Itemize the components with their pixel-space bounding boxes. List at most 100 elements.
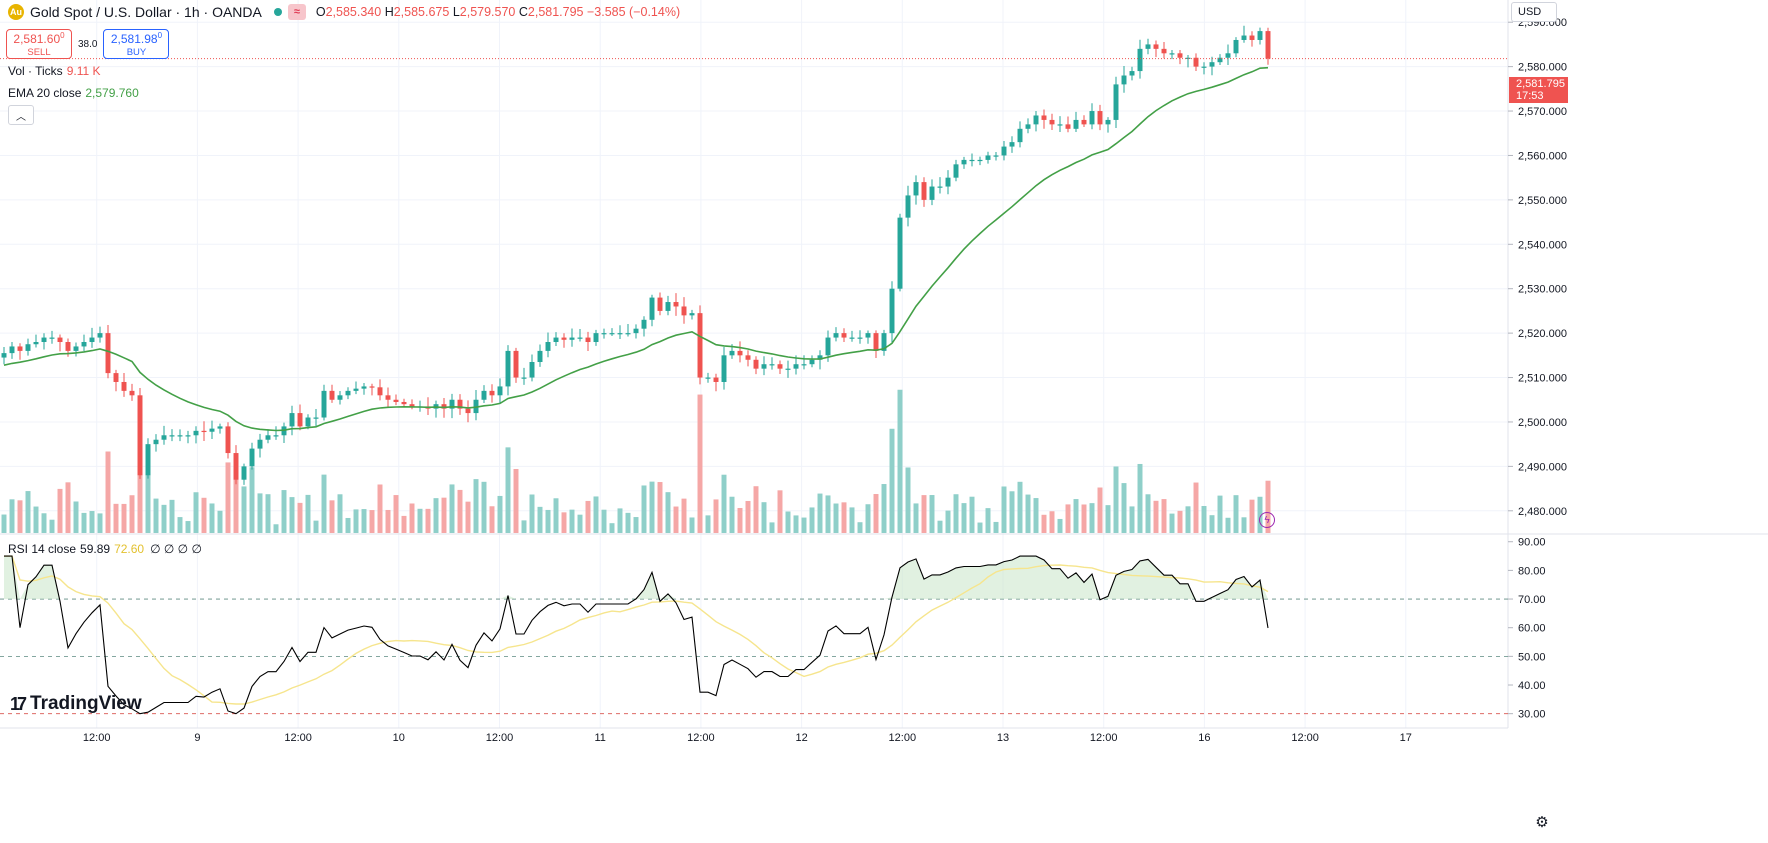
candle-body: [217, 426, 223, 429]
collapse-legend-button[interactable]: ︿: [8, 105, 34, 125]
candle-body: [1265, 31, 1271, 59]
candle-body: [241, 466, 247, 480]
volume-bar: [241, 486, 247, 533]
candle-body: [649, 297, 655, 320]
candle-body: [305, 417, 311, 427]
candle-body: [481, 390, 487, 400]
volume-bar: [721, 474, 727, 533]
volume-bar: [665, 492, 671, 533]
y-tick-label: 2,500.000: [1518, 417, 1567, 429]
volume-bar: [1105, 505, 1111, 533]
volume-bar: [1049, 511, 1055, 533]
x-tick-label: 12:00: [687, 732, 715, 744]
volume-bar: [1161, 499, 1167, 533]
volume-bar: [473, 479, 479, 533]
data-provider-icon[interactable]: ≈: [287, 4, 306, 20]
price-axis: 2,590.0002,580.0002,570.0002,560.0002,55…: [1507, 0, 1567, 728]
candle-body: [521, 377, 527, 379]
candle-body: [1257, 31, 1263, 40]
volume-bar: [1097, 487, 1103, 533]
candle-body: [729, 350, 735, 356]
candle-body: [1177, 53, 1183, 58]
volume-bar: [105, 451, 111, 533]
y-tick-label: 2,490.000: [1518, 461, 1567, 473]
candle-body: [161, 435, 167, 440]
candle-body: [225, 426, 231, 454]
volume-bar: [905, 467, 911, 533]
volume-bar: [273, 524, 279, 533]
volume-bar: [1193, 482, 1199, 533]
volume-legend[interactable]: Vol · Ticks 9.11 K: [8, 64, 101, 78]
volume-bar: [1217, 495, 1223, 533]
candle-body: [857, 337, 863, 339]
x-tick-label: 12:00: [1291, 732, 1319, 744]
flash-icon[interactable]: ϟ: [1259, 512, 1275, 528]
buy-button[interactable]: 2,581.980 BUY: [103, 29, 170, 59]
volume-bar: [377, 484, 383, 533]
candle-body: [57, 337, 63, 343]
rsi-legend[interactable]: RSI 14 close 59.89 72.60 ∅ ∅ ∅ ∅: [8, 542, 202, 556]
candle-body: [177, 435, 183, 437]
currency-selector[interactable]: USD: [1511, 2, 1557, 22]
volume-bar: [985, 508, 991, 533]
volume-bar: [1209, 515, 1215, 533]
volume-bar: [353, 509, 359, 533]
candle-body: [881, 333, 887, 351]
volume-bar: [921, 495, 927, 533]
y-tick-label: 2,520.000: [1518, 328, 1567, 340]
high-value: 2,585.675: [393, 5, 450, 19]
rsi-tick-label: 60.00: [1518, 623, 1546, 635]
candle-body: [913, 182, 919, 196]
candle-body: [945, 177, 951, 187]
candle-body: [137, 395, 143, 476]
volume-bar: [633, 517, 639, 533]
candle-body: [1073, 119, 1079, 129]
volume-bar: [1225, 517, 1231, 533]
y-tick-label: 2,560.000: [1518, 150, 1567, 162]
x-tick-label: 17: [1400, 732, 1412, 744]
volume-bar: [849, 507, 855, 533]
symbol-title[interactable]: Gold Spot / U.S. Dollar · 1h · OANDA: [30, 4, 262, 20]
symbol-legend: Au Gold Spot / U.S. Dollar · 1h · OANDA …: [8, 4, 680, 20]
sell-button[interactable]: 2,581.600 SELL: [6, 29, 72, 59]
volume-bar: [1033, 498, 1039, 533]
candle-body: [641, 319, 647, 329]
volume-bar: [1129, 506, 1135, 533]
candle-body: [545, 342, 551, 351]
volume-bar: [185, 521, 191, 533]
candle-body: [1089, 111, 1095, 125]
volume-bar: [609, 523, 615, 533]
volume-bar: [649, 481, 655, 533]
candle-body: [1169, 53, 1175, 55]
y-tick-label: 2,550.000: [1518, 195, 1567, 207]
ema-legend[interactable]: EMA 20 close 2,579.760: [8, 86, 139, 100]
open-value: 2,585.340: [325, 5, 382, 19]
candle-body: [537, 350, 543, 362]
volume-bar: [433, 498, 439, 533]
candle-body: [1097, 111, 1103, 125]
candle-body: [737, 350, 743, 356]
volume-bar: [681, 498, 687, 533]
volume-bar: [1065, 504, 1071, 533]
x-tick-label: 12:00: [1090, 732, 1118, 744]
volume-bar: [801, 517, 807, 533]
rsi-tick-label: 70.00: [1518, 594, 1546, 606]
volume-bar: [305, 494, 311, 533]
volume-bar: [745, 500, 751, 533]
candle-body: [657, 297, 663, 311]
candle-body: [777, 364, 783, 369]
trade-panel: 2,581.600 SELL 38.0 2,581.980 BUY: [6, 29, 170, 59]
volume-bar: [873, 494, 879, 533]
volume-bar: [785, 511, 791, 533]
candle-body: [105, 333, 111, 374]
gear-icon[interactable]: ⚙: [1535, 814, 1549, 831]
candle-body: [753, 359, 759, 369]
candle-body: [1249, 35, 1255, 40]
volume-bar: [1249, 499, 1255, 533]
tradingview-logo[interactable]: 17 TradingView: [10, 693, 142, 714]
candle-body: [961, 159, 967, 165]
market-open-icon: [273, 8, 282, 16]
y-tick-label: 2,580.000: [1518, 62, 1567, 74]
volume-bar: [441, 497, 447, 533]
